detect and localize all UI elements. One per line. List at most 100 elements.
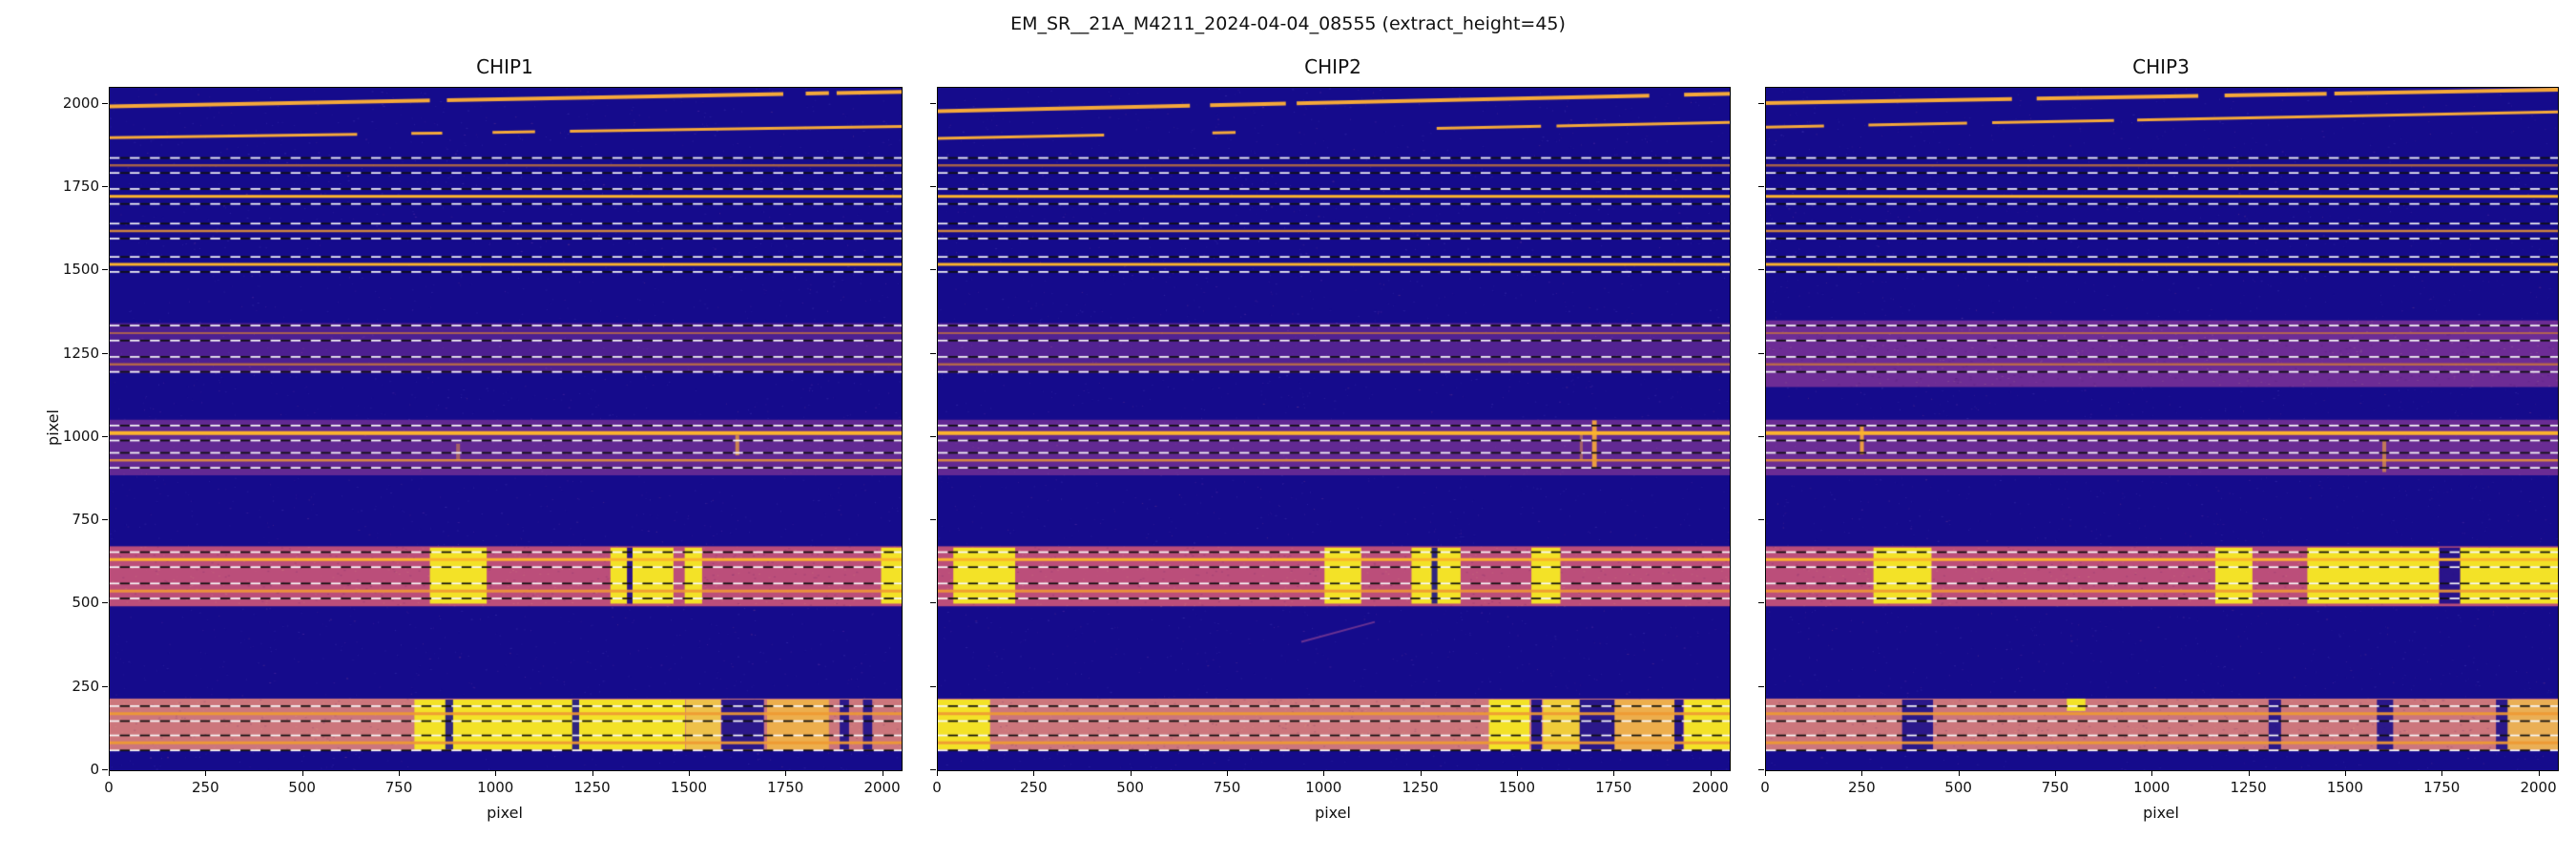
y-tick-mark [930,352,936,354]
x-tick-mark [2151,770,2153,776]
y-tick-mark [1758,186,1764,188]
x-tick-mark [2054,770,2056,776]
x-tick-mark [205,770,207,776]
x-tick-label: 250 [1019,779,1048,796]
x-tick-mark [1861,770,1863,776]
x-tick-label: 2000 [1692,779,1729,796]
x-tick-mark [937,770,938,776]
x-tick-mark [301,770,303,776]
chip3-heatmap [1765,87,2559,771]
y-tick-mark [930,519,936,521]
x-tick-label: 750 [1213,779,1241,796]
x-tick-label: 0 [1760,779,1770,796]
x-tick-mark [1958,770,1960,776]
x-tick-mark [109,770,110,776]
x-tick-label: 1500 [670,779,707,796]
x-tick-label: 2000 [863,779,901,796]
x-tick-mark [1710,770,1712,776]
x-tick-mark [2441,770,2443,776]
x-tick-mark [1130,770,1132,776]
panel-chip1: CHIP1 0 250 500 750 1000 1250 1500 1750 2000 0 250… [44,0,903,859]
x-tick-label: 500 [1944,779,1972,796]
y-tick-mark [102,269,108,271]
y-tick-mark [1758,519,1764,521]
x-tick-mark [688,770,690,776]
x-tick-label: 1000 [2133,779,2171,796]
x-tick-mark [398,770,400,776]
y-tick-mark [1758,102,1764,104]
y-tick-mark [1758,685,1764,687]
x-tick-label: 1750 [1595,779,1632,796]
x-tick-label: 1000 [1305,779,1342,796]
y-tick-mark [102,186,108,188]
panel-title-chip2: CHIP2 [1304,55,1361,78]
x-tick-mark [1420,770,1422,776]
x-tick-label: 250 [191,779,219,796]
y-tick-label: 1000 [62,427,99,445]
y-axis-label: pixel [44,409,62,446]
x-tick-label: 1250 [2230,779,2267,796]
y-tick-mark [930,186,936,188]
y-tick-label: 2000 [62,94,99,112]
x-tick-label: 1250 [1402,779,1439,796]
y-tick-mark [102,352,108,354]
y-tick-mark [930,769,936,770]
figure-title: EM_SR__21A_M4211_2024-04-04_08555 (extra… [1010,13,1566,34]
y-tick-mark [102,769,108,770]
x-tick-label: 250 [1847,779,1876,796]
y-tick-label: 250 [72,677,99,695]
x-tick-label: 750 [384,779,413,796]
x-tick-mark [1765,770,1766,776]
x-tick-mark [1613,770,1615,776]
y-tick-mark [102,602,108,604]
y-tick-mark [930,269,936,271]
y-tick-mark [102,102,108,104]
y-tick-label: 0 [90,761,99,778]
panel-title-chip3: CHIP3 [2132,55,2190,78]
x-tick-mark [1033,770,1035,776]
y-tick-mark [930,685,936,687]
y-tick-mark [930,435,936,437]
y-tick-label: 1750 [62,178,99,196]
x-tick-label: 0 [104,779,114,796]
x-tick-label: 1750 [767,779,804,796]
y-tick-mark [1758,435,1764,437]
y-tick-label: 1500 [62,261,99,279]
x-tick-mark [785,770,787,776]
x-axis-label: pixel [487,804,523,822]
y-tick-label: 1250 [62,344,99,362]
x-tick-label: 1750 [2423,779,2461,796]
y-tick-mark [1758,769,1764,770]
chip1-heatmap [109,87,903,771]
y-tick-mark [102,519,108,521]
x-tick-mark [2344,770,2346,776]
x-tick-mark [1226,770,1228,776]
x-tick-mark [1516,770,1518,776]
x-tick-mark [495,770,497,776]
y-tick-label: 500 [72,594,99,612]
x-tick-label: 2000 [2520,779,2557,796]
x-tick-mark [1323,770,1325,776]
x-tick-label: 0 [932,779,942,796]
x-tick-label: 500 [1116,779,1144,796]
y-tick-mark [1758,602,1764,604]
y-tick-mark [930,602,936,604]
x-tick-label: 500 [288,779,316,796]
x-tick-label: 1250 [573,779,611,796]
x-axis-label: pixel [2143,804,2179,822]
x-tick-label: 1500 [1498,779,1535,796]
y-tick-mark [930,102,936,104]
panel-chip3: CHIP3 0 250 500 750 1000 1250 1500 1750 2000 pixe… [1758,0,2559,859]
x-tick-label: 750 [2041,779,2069,796]
x-tick-mark [2248,770,2250,776]
x-tick-mark [592,770,593,776]
panel-chip2: CHIP2 0 250 500 750 1000 1250 1500 1750 2000 pixe… [930,0,1731,859]
y-tick-mark [1758,352,1764,354]
x-tick-mark [2538,770,2540,776]
x-tick-label: 1500 [2326,779,2363,796]
y-tick-mark [102,435,108,437]
chip2-heatmap [937,87,1731,771]
x-axis-label: pixel [1315,804,1351,822]
y-tick-mark [102,685,108,687]
